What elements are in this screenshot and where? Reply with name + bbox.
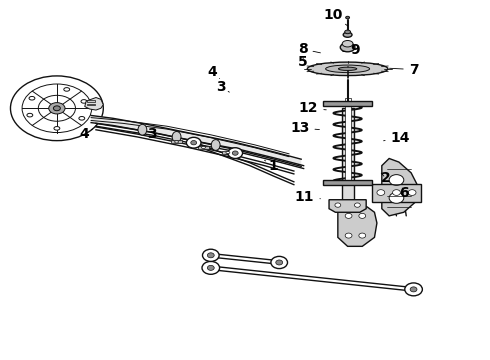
Polygon shape — [382, 158, 418, 216]
Circle shape — [345, 213, 352, 219]
Text: 12: 12 — [299, 101, 326, 115]
Text: 5: 5 — [298, 55, 308, 69]
Bar — [344, 98, 350, 184]
Text: 4: 4 — [79, 127, 93, 141]
Ellipse shape — [226, 152, 230, 154]
Text: 14: 14 — [384, 131, 410, 145]
Ellipse shape — [343, 32, 352, 37]
Text: 3: 3 — [216, 80, 229, 94]
Ellipse shape — [81, 100, 87, 103]
Text: 2: 2 — [381, 171, 391, 185]
Ellipse shape — [201, 147, 205, 149]
Ellipse shape — [79, 117, 85, 120]
Ellipse shape — [53, 106, 60, 111]
Circle shape — [335, 203, 341, 207]
Bar — [87, 104, 96, 105]
Bar — [197, 146, 209, 149]
Ellipse shape — [345, 16, 349, 19]
Ellipse shape — [49, 103, 65, 114]
Bar — [171, 140, 182, 143]
Circle shape — [232, 151, 238, 155]
Text: 11: 11 — [295, 190, 320, 204]
Bar — [372, 184, 421, 202]
Circle shape — [191, 140, 196, 145]
Circle shape — [389, 193, 404, 203]
Circle shape — [202, 249, 219, 261]
Bar — [323, 180, 372, 185]
Bar — [222, 151, 234, 154]
Circle shape — [207, 253, 214, 258]
Bar — [323, 102, 372, 106]
Polygon shape — [85, 98, 103, 110]
Circle shape — [410, 287, 417, 292]
Ellipse shape — [307, 62, 388, 76]
Ellipse shape — [54, 127, 60, 130]
Text: 1: 1 — [265, 159, 278, 173]
Circle shape — [186, 137, 201, 148]
Ellipse shape — [326, 65, 369, 73]
Circle shape — [207, 265, 214, 270]
Circle shape — [408, 190, 416, 195]
Text: 3: 3 — [147, 127, 157, 141]
Ellipse shape — [342, 41, 353, 47]
Ellipse shape — [344, 30, 350, 34]
Text: 6: 6 — [399, 185, 409, 199]
Circle shape — [377, 190, 385, 195]
Circle shape — [392, 190, 400, 195]
Text: 10: 10 — [323, 8, 347, 26]
Text: 13: 13 — [290, 121, 319, 135]
Circle shape — [389, 175, 404, 185]
Ellipse shape — [174, 141, 178, 143]
Ellipse shape — [29, 96, 35, 100]
Ellipse shape — [172, 131, 181, 142]
Circle shape — [345, 233, 352, 238]
Ellipse shape — [138, 124, 147, 135]
Circle shape — [271, 256, 288, 269]
Polygon shape — [329, 200, 366, 212]
Circle shape — [359, 213, 366, 219]
Circle shape — [354, 203, 360, 207]
Ellipse shape — [340, 43, 355, 52]
Polygon shape — [338, 207, 377, 246]
Bar — [342, 108, 354, 223]
Text: 4: 4 — [207, 66, 220, 80]
Ellipse shape — [339, 67, 357, 71]
Polygon shape — [91, 116, 301, 166]
Circle shape — [202, 261, 220, 274]
Bar — [87, 100, 96, 102]
Ellipse shape — [10, 76, 103, 141]
Circle shape — [276, 260, 283, 265]
Text: 9: 9 — [343, 43, 360, 57]
Circle shape — [228, 148, 243, 158]
Circle shape — [405, 283, 422, 296]
Text: 7: 7 — [390, 63, 418, 77]
Circle shape — [359, 233, 366, 238]
Ellipse shape — [27, 113, 33, 117]
Ellipse shape — [64, 87, 70, 91]
Ellipse shape — [211, 140, 220, 150]
Text: 8: 8 — [298, 42, 320, 56]
